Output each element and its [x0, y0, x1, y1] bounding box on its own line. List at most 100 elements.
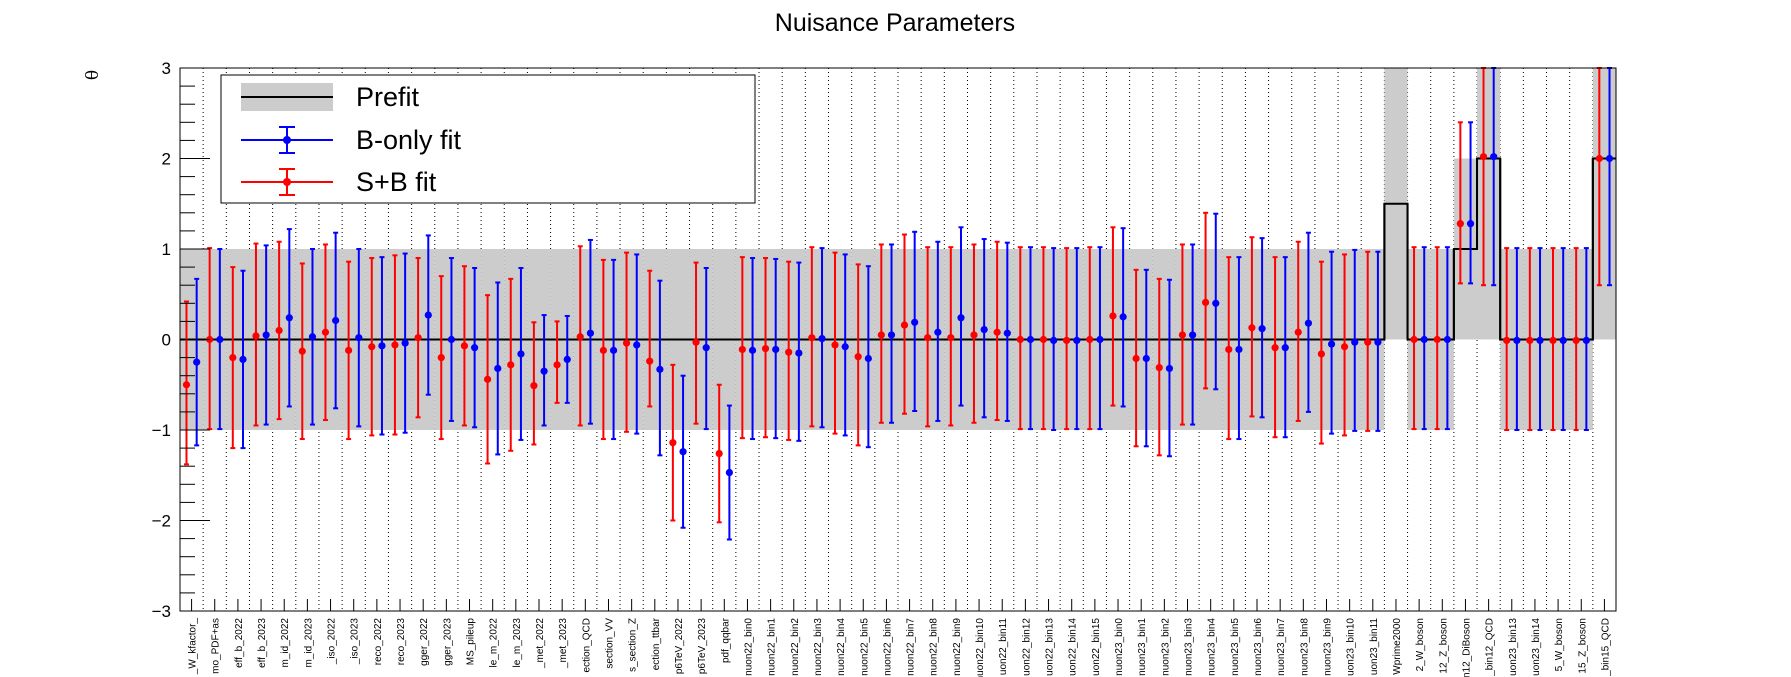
y-tick-label: 3 [162, 59, 171, 78]
fit-point-0-47 [1281, 344, 1289, 352]
legend-sb-label: S+B fit [356, 167, 437, 197]
fit-point-0-34 [980, 325, 988, 334]
chart-title: Nuisance Parameters [775, 9, 1015, 37]
fit-point-1-17 [576, 333, 584, 341]
x-tick-label-3: eff_b_2023 [257, 618, 268, 668]
fit-point-1-38 [1063, 336, 1071, 345]
fit-point-0-25 [772, 345, 780, 354]
fit-point-0-16 [563, 355, 571, 364]
y-tick-label: 1 [162, 240, 171, 259]
x-tick-label-4: m_id_2022 [280, 618, 291, 668]
x-tick-label-0: _W_kfactor_ [188, 618, 199, 676]
fit-point-0-24 [748, 346, 757, 354]
x-tick-label-20: ection_ttbar [651, 617, 662, 670]
y-tick-labels: −3 −2 −1 0 1 2 3 [152, 59, 171, 621]
x-tick-label-52: Wprime2000 [1392, 618, 1403, 675]
fit-point-0-60 [1582, 336, 1590, 345]
fit-point-1-39 [1086, 335, 1094, 344]
fit-point-0-14 [517, 350, 525, 358]
fit-point-1-3 [252, 332, 260, 340]
legend-sb-marker [283, 178, 291, 186]
fit-point-1-25 [761, 344, 770, 353]
fit-point-1-22 [692, 338, 700, 346]
fit-point-0-31 [911, 318, 919, 326]
fit-point-1-16 [553, 361, 561, 369]
fit-point-0-4 [285, 314, 293, 322]
fit-point-0-37 [1050, 336, 1058, 345]
fit-point-1-4 [275, 326, 283, 335]
fit-point-0-28 [841, 343, 849, 351]
fit-point-1-57 [1503, 336, 1511, 345]
fit-point-1-21 [669, 439, 677, 447]
fit-point-1-10 [414, 334, 422, 342]
x-tick-label-17: ection_QCD [581, 618, 592, 672]
x-tick-label-51: uon23_bin11 [1369, 618, 1380, 676]
x-tick-label-12: MS_pileup [466, 618, 477, 666]
legend-prefit-label: Prefit [356, 82, 420, 112]
x-tick-label-18: section_VV [604, 618, 615, 669]
fit-point-0-38 [1073, 336, 1081, 345]
fit-point-0-57 [1513, 336, 1521, 345]
x-tick-label-7: _iso_2023 [350, 618, 361, 666]
fit-point-1-7 [345, 346, 353, 354]
fit-point-0-10 [424, 311, 432, 319]
fit-point-1-49 [1317, 350, 1325, 358]
fit-point-0-59 [1559, 336, 1567, 345]
x-tick-label-49: nuon23_bin9 [1322, 618, 1333, 676]
fit-point-1-58 [1526, 336, 1534, 345]
fit-point-1-53 [1410, 335, 1418, 344]
fit-point-0-15 [540, 367, 548, 375]
x-tick-label-23: pdf_qqbar [720, 617, 731, 663]
fit-point-1-59 [1549, 336, 1557, 345]
x-tick-label-22: p6TeV_2023 [697, 618, 708, 675]
x-tick-label-33: nuon22_bin9 [952, 618, 963, 676]
x-tick-label-46: nuon23_bin6 [1253, 618, 1264, 676]
fit-point-0-46 [1258, 325, 1266, 333]
x-tick-labels: _W_kfactor_ mo_PDF+as eff_b_2022 eff_b_2023… [188, 617, 1612, 677]
fit-point-0-49 [1327, 340, 1336, 348]
fit-point-1-36 [1016, 335, 1024, 344]
fit-point-0-8 [378, 342, 386, 350]
x-tick-label-48: nuon23_bin8 [1299, 618, 1310, 676]
fit-point-0-51 [1374, 338, 1382, 346]
x-tick-label-19: s_section_Z [628, 618, 639, 672]
fit-point-0-32 [934, 328, 942, 336]
fit-point-0-12 [471, 344, 479, 352]
x-tick-label-43: nuon23_bin3 [1184, 618, 1195, 676]
fit-point-0-54 [1443, 335, 1451, 344]
x-tick-label-2: eff_b_2022 [234, 618, 245, 668]
fit-point-1-12 [460, 342, 469, 350]
x-tick-label-61: _bin15_QCD [1600, 618, 1611, 677]
fit-point-0-48 [1304, 319, 1313, 327]
fit-point-1-20 [646, 357, 654, 365]
x-tick-label-40: nuon23_bin0 [1114, 618, 1125, 676]
fit-point-1-37 [1039, 335, 1048, 344]
fit-point-1-43 [1178, 331, 1187, 339]
x-tick-label-26: nuon22_bin2 [790, 618, 801, 676]
fit-point-0-17 [586, 329, 595, 337]
fit-point-1-23 [715, 449, 723, 458]
fit-point-1-45 [1225, 345, 1233, 354]
legend-bonly-marker [283, 136, 291, 144]
x-tick-label-1: mo_PDF+as [211, 618, 222, 674]
x-tick-label-41: nuon23_bin1 [1137, 618, 1148, 676]
fit-point-0-40 [1119, 313, 1127, 321]
prefit-band-56 [1477, 68, 1501, 340]
fit-point-0-5 [308, 333, 317, 341]
x-tick-label-11: gger_2023 [442, 618, 453, 666]
y-axis-label: θ [83, 70, 103, 80]
fit-point-1-5 [298, 347, 306, 355]
axis-layer [179, 67, 1617, 612]
fit-point-1-28 [831, 341, 839, 349]
fit-point-1-8 [368, 343, 376, 351]
fit-point-0-43 [1189, 331, 1197, 339]
x-tick-label-27: nuon22_bin3 [813, 618, 824, 676]
x-tick-label-32: nuon22_bin8 [929, 618, 940, 676]
grid-layer [202, 68, 1594, 611]
x-tick-label-57: uon23_bin13 [1508, 618, 1519, 676]
x-tick-label-44: nuon23_bin4 [1207, 618, 1218, 676]
x-tick-label-35: uon22_bin11 [998, 618, 1009, 676]
legend: Prefit B-only fit S+B fit [220, 74, 756, 204]
fit-point-1-2 [229, 354, 237, 362]
